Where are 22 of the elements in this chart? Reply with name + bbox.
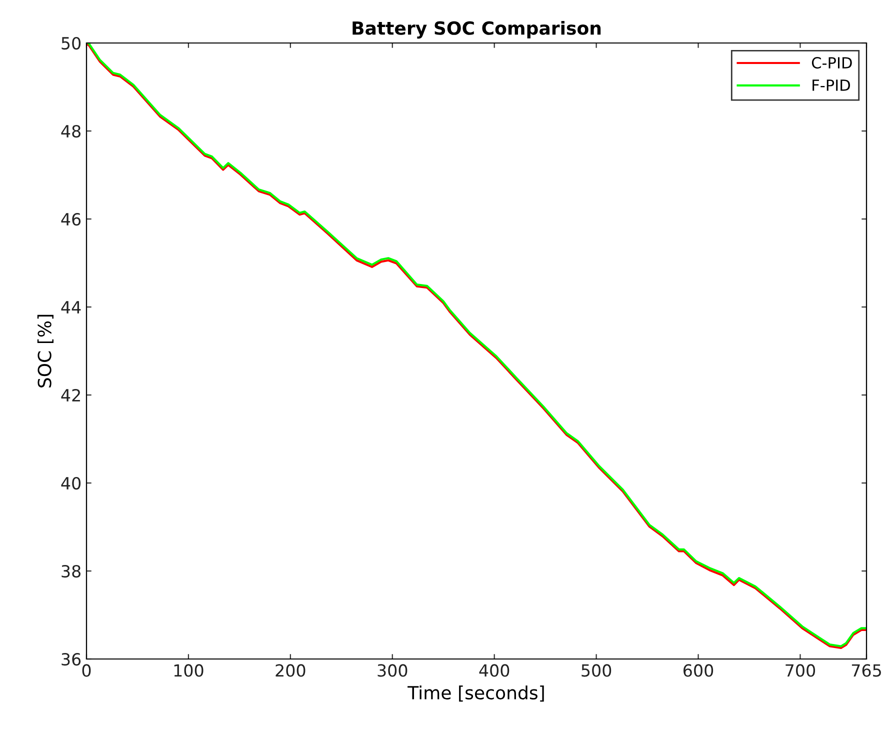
- legend-label: C-PID: [812, 57, 852, 69]
- y-tick-label: 50: [62, 36, 81, 50]
- x-tick-label: 100: [174, 664, 204, 677]
- x-axis-title: Time [seconds]: [408, 686, 544, 702]
- x-tick-label: 0: [82, 664, 91, 677]
- y-tick-label: 46: [61, 212, 81, 226]
- x-tick-label: 765: [852, 664, 881, 677]
- x-tick-label: 600: [684, 664, 714, 677]
- y-tick-label: 36: [62, 652, 81, 666]
- y-tick-label: 48: [61, 124, 80, 138]
- y-tick-label: 44: [61, 301, 81, 314]
- y-axis-title: SOC [%]: [37, 314, 54, 388]
- y-tick-label: 42: [61, 388, 80, 402]
- x-tick-label: 700: [786, 664, 816, 677]
- y-tick-label: 38: [62, 564, 80, 578]
- x-tick-label: 500: [582, 664, 612, 677]
- x-tick-label: 200: [276, 664, 306, 677]
- x-tick-label: 300: [378, 664, 408, 677]
- legend-label: F-PID: [812, 80, 850, 91]
- y-tick-label: 40: [61, 476, 81, 490]
- x-tick-label: 400: [479, 664, 510, 677]
- chart-title: Battery SOC Comparison: [352, 20, 601, 39]
